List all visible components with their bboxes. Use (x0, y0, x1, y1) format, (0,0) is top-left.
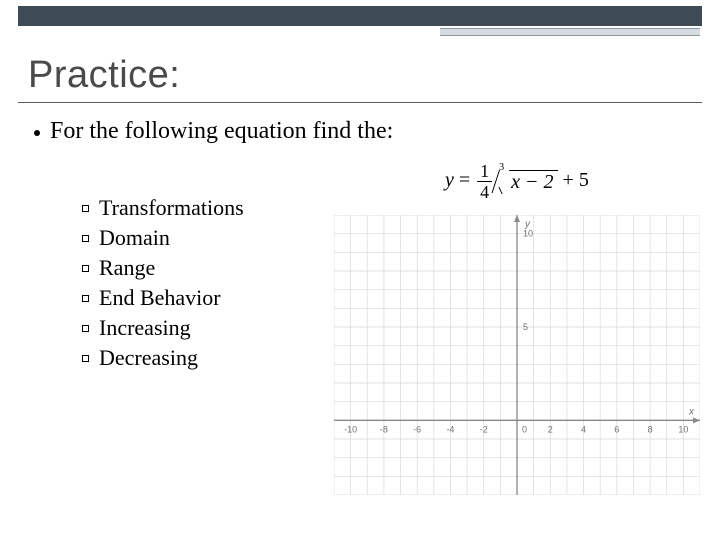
bullet-main: For the following equation find the: (34, 118, 393, 145)
equation-fraction: 1 4 (477, 162, 492, 201)
bullet-main-text: For the following equation find the: (50, 118, 393, 145)
sub-bullet-list: Transformations Domain Range End Behavio… (82, 195, 244, 375)
top-band (0, 0, 720, 34)
svg-text:10: 10 (523, 229, 533, 239)
square-bullet-icon (82, 355, 89, 362)
square-bullet-icon (82, 295, 89, 302)
coordinate-grid: -10 -8 -6 -4 -2 2 4 6 8 10 5 10 0 x y (334, 215, 700, 495)
sub-bullet-item: End Behavior (82, 285, 244, 311)
svg-text:x: x (688, 406, 695, 417)
slide: Practice: For the following equation fin… (0, 0, 720, 540)
svg-text:6: 6 (614, 424, 619, 434)
equation: y = 1 4 3 x − 2 + 5 (445, 162, 589, 201)
square-bullet-icon (82, 205, 89, 212)
sub-bullet-text: Domain (99, 225, 170, 251)
top-band-dark (18, 6, 702, 26)
square-bullet-icon (82, 235, 89, 242)
svg-text:-2: -2 (480, 424, 488, 434)
sub-bullet-item: Decreasing (82, 345, 244, 371)
equation-lhs: y (445, 169, 454, 191)
fraction-numerator: 1 (477, 162, 492, 182)
sub-bullet-item: Transformations (82, 195, 244, 221)
sub-bullet-item: Range (82, 255, 244, 281)
bullet-dot-icon (34, 130, 40, 136)
square-bullet-icon (82, 265, 89, 272)
title-underline (18, 102, 702, 103)
sub-bullet-item: Domain (82, 225, 244, 251)
root-radicand: x − 2 (509, 170, 557, 194)
sub-bullet-text: End Behavior (99, 285, 221, 311)
svg-text:10: 10 (678, 424, 688, 434)
svg-text:5: 5 (523, 322, 528, 332)
sub-bullet-item: Increasing (82, 315, 244, 341)
svg-text:y: y (524, 219, 531, 230)
fraction-denominator: 4 (480, 182, 489, 201)
svg-text:-10: -10 (344, 424, 357, 434)
top-band-accent (440, 28, 700, 36)
sub-bullet-text: Increasing (99, 315, 191, 341)
sub-bullet-text: Range (99, 255, 155, 281)
svg-text:8: 8 (648, 424, 653, 434)
sub-bullet-text: Decreasing (99, 345, 198, 371)
sub-bullet-text: Transformations (99, 195, 244, 221)
equation-equals: = (459, 169, 470, 191)
grid-svg: -10 -8 -6 -4 -2 2 4 6 8 10 5 10 0 x y (334, 215, 700, 495)
equation-root: 3 x − 2 (501, 170, 557, 194)
svg-text:-8: -8 (380, 424, 388, 434)
svg-text:0: 0 (522, 424, 527, 434)
equation-tail: + 5 (563, 169, 589, 191)
svg-text:4: 4 (581, 424, 586, 434)
square-bullet-icon (82, 325, 89, 332)
svg-text:-4: -4 (446, 424, 454, 434)
svg-text:-6: -6 (413, 424, 421, 434)
svg-text:2: 2 (548, 424, 553, 434)
slide-title: Practice: (28, 54, 180, 97)
